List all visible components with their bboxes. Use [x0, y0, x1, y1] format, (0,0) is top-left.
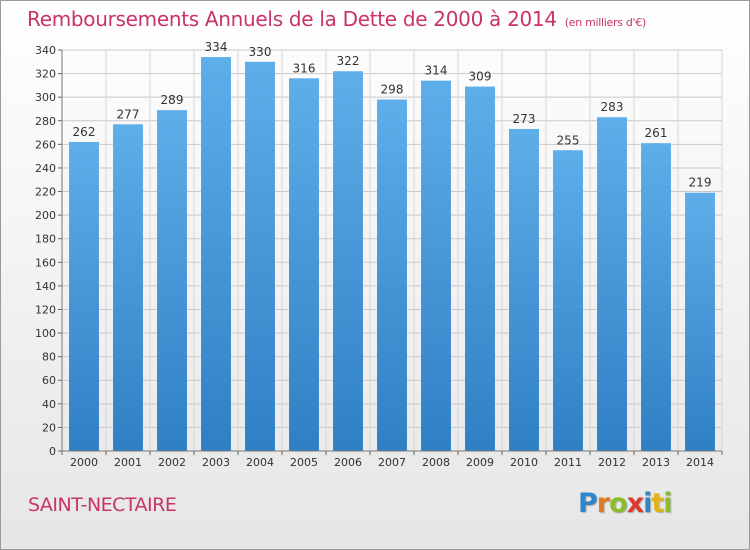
- axes: 0 20 40 60 80 100 120 140 160 180 200 220 240 260 280 3…: [35, 44, 723, 469]
- bar: [685, 192, 715, 452]
- ytick-label: 340: [35, 44, 56, 57]
- bar-value-label: 255: [557, 133, 580, 147]
- xtick-label: 2011: [554, 456, 582, 469]
- logo-letter: x: [626, 488, 644, 519]
- xtick-label: 2008: [422, 456, 450, 469]
- bar-value-label: 298: [381, 83, 404, 97]
- bar-value-label: 283: [601, 100, 624, 114]
- ytick-label: 40: [42, 398, 56, 411]
- logo-letter: P: [578, 488, 598, 519]
- ytick-label: 260: [35, 138, 56, 151]
- bar: [465, 86, 495, 451]
- bar-value-label: 289: [161, 93, 184, 107]
- xtick-label: 2000: [70, 456, 98, 469]
- bar-value-label: 261: [645, 126, 668, 140]
- xtick-label: 2007: [378, 456, 406, 469]
- bar-value-label: 262: [73, 125, 96, 139]
- ytick-label: 160: [35, 256, 56, 269]
- chart-subtitle: (en milliers d'€): [564, 16, 646, 29]
- bars: 262 277 289 334 330 316 322 298 314 309 273 255 283 2…: [69, 40, 715, 452]
- bar: [641, 143, 671, 451]
- bar-value-label: 330: [249, 45, 272, 59]
- bar: [597, 117, 627, 451]
- ytick-label: 280: [35, 115, 56, 128]
- ytick-label: 180: [35, 233, 56, 246]
- xtick-label: 2004: [246, 456, 274, 469]
- logo-letter: r: [596, 488, 610, 519]
- xtick-label: 2012: [598, 456, 626, 469]
- ytick-label: 240: [35, 162, 56, 175]
- bar-value-label: 334: [205, 40, 228, 54]
- logo-letter: i: [663, 488, 672, 519]
- ytick-label: 320: [35, 68, 56, 81]
- ytick-label: 0: [49, 445, 56, 458]
- xtick-label: 2014: [686, 456, 714, 469]
- bar: [333, 71, 363, 452]
- xtick-label: 2006: [334, 456, 362, 469]
- bar-value-label: 314: [425, 64, 448, 78]
- logo-letter: t: [651, 488, 664, 519]
- bar: [377, 99, 407, 452]
- chart-title: Remboursements Annuels de la Dette de 20…: [27, 7, 646, 31]
- bar: [421, 80, 451, 451]
- xtick-label: 2005: [290, 456, 318, 469]
- logo-letter: o: [609, 488, 628, 519]
- ytick-label: 100: [35, 327, 56, 340]
- bar-value-label: 273: [513, 112, 536, 126]
- bar-value-label: 219: [689, 176, 712, 190]
- town-name: SAINT-NECTAIRE: [28, 494, 177, 516]
- xtick-label: 2009: [466, 456, 494, 469]
- bar: [553, 150, 583, 451]
- bar-value-label: 277: [117, 107, 140, 121]
- bar: [289, 78, 319, 452]
- xtick-label: 2010: [510, 456, 538, 469]
- ytick-label: 300: [35, 91, 56, 104]
- bar: [245, 61, 275, 451]
- ytick-label: 220: [35, 186, 56, 199]
- xtick-label: 2013: [642, 456, 670, 469]
- xtick-label: 2003: [202, 456, 230, 469]
- ytick-label: 80: [42, 351, 56, 364]
- bar-value-label: 322: [337, 54, 360, 68]
- ytick-label: 140: [35, 280, 56, 293]
- logo-letter: i: [643, 488, 652, 519]
- bar: [113, 124, 143, 451]
- ytick-label: 20: [42, 421, 56, 434]
- ytick-label: 60: [42, 374, 56, 387]
- bar: [69, 141, 99, 451]
- bar: [509, 129, 539, 452]
- xtick-label: 2001: [114, 456, 142, 469]
- chart-title-text: Remboursements Annuels de la Dette de 20…: [27, 7, 557, 31]
- ytick-label: 120: [35, 303, 56, 316]
- bar-value-label: 316: [293, 61, 316, 75]
- bar: [157, 110, 187, 452]
- xtick-label: 2002: [158, 456, 186, 469]
- bar: [201, 57, 231, 451]
- proxiti-logo: Proxiti: [578, 488, 673, 519]
- bar-value-label: 309: [469, 70, 492, 84]
- ytick-label: 200: [35, 209, 56, 222]
